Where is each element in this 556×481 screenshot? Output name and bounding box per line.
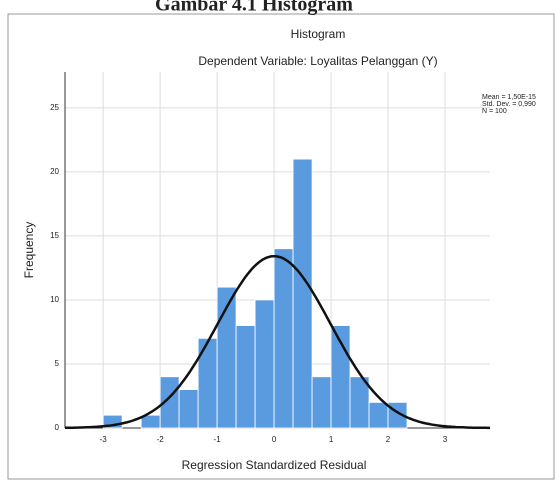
- bar: [293, 159, 312, 428]
- bar: [369, 402, 388, 428]
- x-tick-label: 2: [386, 435, 391, 444]
- y-axis-label: Frequency: [22, 222, 36, 279]
- bar: [236, 326, 255, 428]
- y-tick-label: 0: [55, 423, 60, 432]
- caption: Gambar 4.1 Histogram: [155, 0, 353, 16]
- x-tick-label: 3: [443, 435, 448, 444]
- chart: Gambar 4.1 Histogram Histogram Dependent…: [0, 0, 556, 481]
- chart-subtitle: Dependent Variable: Loyalitas Pelanggan …: [198, 54, 437, 68]
- y-tick-label: 15: [50, 231, 59, 240]
- x-axis-label: Regression Standardized Residual: [182, 458, 367, 472]
- x-tick-label: -3: [100, 435, 108, 444]
- x-tick-label: 0: [272, 435, 277, 444]
- x-tick-label: -2: [157, 435, 165, 444]
- bar: [255, 300, 274, 428]
- bar: [274, 249, 293, 428]
- x-tick-label: -1: [214, 435, 222, 444]
- bar: [179, 390, 198, 428]
- chart-title: Histogram: [291, 27, 346, 41]
- stat-label: Std. Dev. = 0,990: [482, 101, 536, 108]
- stat-label: N = 100: [482, 108, 507, 115]
- bar: [312, 377, 331, 428]
- y-tick-label: 10: [50, 295, 59, 304]
- x-tick-label: 1: [329, 435, 334, 444]
- y-tick-label: 20: [50, 167, 59, 176]
- stat-label: Mean = 1,50E-15: [482, 94, 536, 101]
- page: {"caption": "Gambar 4.1 Histogram", "cha…: [0, 0, 556, 481]
- y-tick-label: 25: [50, 103, 59, 112]
- y-tick-label: 5: [55, 359, 60, 368]
